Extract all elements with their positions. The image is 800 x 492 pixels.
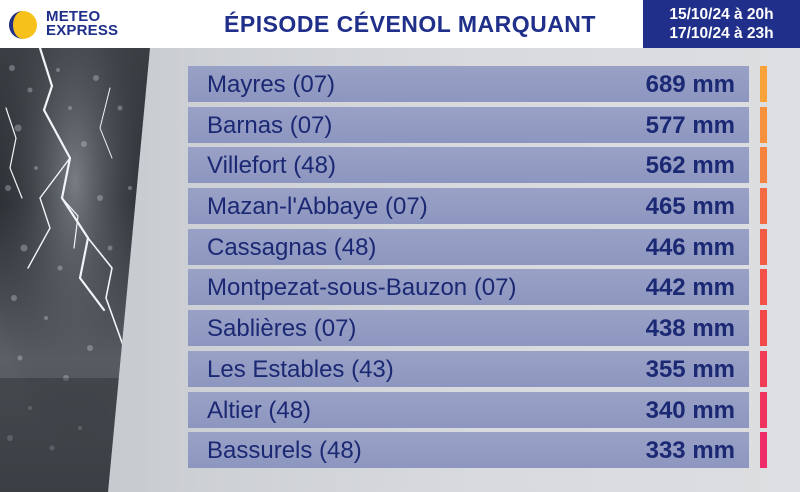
table-row: Barnas (07) 577 mm: [188, 106, 768, 143]
rain-drops: [5, 65, 132, 451]
row-intensity-marker: [760, 391, 767, 428]
period-box: 15/10/24 à 20h 17/10/24 à 23h: [643, 0, 800, 48]
page-title: ÉPISODE CÉVENOL MARQUANT: [224, 11, 596, 37]
row-location-name: Mazan-l'Abbaye (07): [207, 193, 428, 221]
row-background: [188, 310, 749, 347]
brand-line1: METEO: [46, 8, 101, 25]
row-location-name: Altier (48): [207, 396, 312, 424]
row-rainfall-value: 446 mm: [645, 233, 735, 261]
table-row: Mayres (07) 689 mm: [188, 66, 768, 102]
row-intensity-marker: [760, 350, 767, 387]
lightning-bolts: [5, 48, 125, 349]
header: METEO EXPRESS ÉPISODE CÉVENOL MARQUANT 1…: [0, 0, 800, 48]
row-background: [188, 188, 749, 225]
row-rainfall-value: 333 mm: [645, 437, 735, 465]
row-background: [188, 432, 749, 469]
row-intensity-marker: [760, 432, 767, 469]
row-intensity-marker: [760, 269, 767, 306]
row-background: [188, 350, 749, 387]
row-location-name: Bassurels (48): [207, 437, 362, 465]
row-background: [188, 147, 749, 184]
storm-image: [0, 48, 150, 492]
row-rainfall-value: 355 mm: [645, 355, 735, 383]
table-row: Bassurels (48) 333 mm: [188, 432, 768, 469]
rainfall-table: Mayres (07) 689 mm Barnas (07) 577 mm Villef…: [188, 66, 768, 473]
row-intensity-marker: [760, 106, 767, 143]
table-row: Les Estables (43) 355 mm: [188, 350, 768, 387]
row-background: [188, 228, 749, 265]
row-location-name: Mayres (07): [207, 71, 336, 98]
brand-logo: METEO EXPRESS: [8, 6, 138, 42]
row-rainfall-value: 438 mm: [645, 315, 735, 343]
row-rainfall-value: 562 mm: [645, 152, 735, 180]
row-intensity-marker: [760, 310, 767, 347]
period-start: 15/10/24 à 20h: [669, 6, 774, 23]
table-row: Mazan-l'Abbaye (07) 465 mm: [188, 188, 768, 225]
row-location-name: Villefort (48): [207, 152, 336, 180]
row-rainfall-value: 442 mm: [645, 274, 735, 302]
table-row: Sablières (07) 438 mm: [188, 310, 768, 347]
sun-moon-icon: [9, 11, 37, 39]
row-rainfall-value: 465 mm: [645, 193, 735, 221]
row-rainfall-value: 340 mm: [645, 396, 735, 424]
row-location-name: Cassagnas (48): [207, 233, 377, 261]
row-background: [188, 269, 749, 306]
row-location-name: Barnas (07): [207, 111, 333, 139]
brand-name: METEO EXPRESS: [46, 8, 119, 39]
row-intensity-marker: [760, 147, 767, 184]
row-background: [188, 391, 749, 428]
row-location-name: Sablières (07): [207, 315, 357, 343]
table-row: Altier (48) 340 mm: [188, 391, 768, 428]
lightning-rain-illustration: [0, 48, 150, 492]
row-rainfall-value: 577 mm: [645, 111, 735, 139]
row-background: [188, 106, 749, 143]
row-location-name: Les Estables (43): [207, 355, 394, 383]
table-row: Montpezat-sous-Bauzon (07) 442 mm: [188, 269, 768, 306]
table-row: Villefort (48) 562 mm: [188, 147, 768, 184]
row-background: [188, 66, 749, 102]
brand-line2: EXPRESS: [46, 22, 119, 39]
row-intensity-marker: [760, 188, 767, 225]
row-rainfall-value: 689 mm: [645, 71, 735, 98]
row-location-name: Montpezat-sous-Bauzon (07): [207, 274, 517, 302]
period-end: 17/10/24 à 23h: [669, 25, 774, 42]
row-intensity-marker: [760, 66, 767, 102]
row-intensity-marker: [760, 228, 767, 265]
table-row: Cassagnas (48) 446 mm: [188, 228, 768, 265]
